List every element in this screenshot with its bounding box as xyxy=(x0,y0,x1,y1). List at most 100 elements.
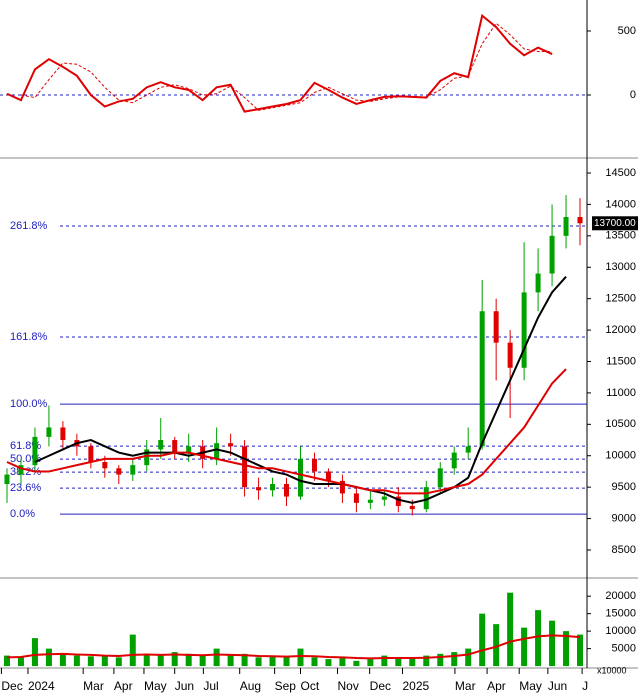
volume-bar xyxy=(409,657,416,667)
candle-body xyxy=(18,465,24,475)
indicator-line xyxy=(6,13,553,113)
y-tick-label: 500 xyxy=(618,25,636,37)
candle-body xyxy=(256,487,262,491)
volume-bar xyxy=(3,655,10,667)
candle-body xyxy=(479,311,485,447)
volume-bar xyxy=(17,657,24,667)
volume-bar xyxy=(465,648,472,667)
volume-bar xyxy=(199,655,206,667)
indicator-line xyxy=(34,276,567,504)
candle-body xyxy=(158,440,164,450)
volume-bar xyxy=(157,655,164,667)
volume-bar xyxy=(143,653,150,667)
x-tick-label: Jun xyxy=(548,679,567,693)
candle-body xyxy=(577,216,583,224)
volume-bar xyxy=(339,657,346,667)
indicator-line xyxy=(20,22,553,111)
x-tick-label: Jun xyxy=(175,679,194,693)
volume-bar xyxy=(283,657,290,667)
candle-body xyxy=(521,292,527,368)
volume-bar xyxy=(437,653,444,667)
volume-bar xyxy=(59,653,66,667)
x-tick-label: May xyxy=(519,679,542,693)
volume-bar xyxy=(269,655,276,667)
volume-bar xyxy=(31,638,38,667)
candle-body xyxy=(451,452,457,469)
candle-body xyxy=(46,427,52,437)
y-tick-label: 5000 xyxy=(612,643,636,655)
y-tick-label: 10500 xyxy=(605,418,636,430)
candle-body xyxy=(270,484,276,491)
candle-body xyxy=(507,342,513,368)
x-tick-label: Mar xyxy=(455,679,476,693)
candle-body xyxy=(228,443,234,447)
fib-label: 23.6% xyxy=(10,482,41,494)
volume-bar xyxy=(115,657,122,667)
volume-bar xyxy=(577,634,584,667)
fib-label: 161.8% xyxy=(10,331,48,343)
x-tick-label: Apr xyxy=(114,679,133,693)
volume-bar xyxy=(451,652,458,667)
x-tick-label: Jul xyxy=(203,679,218,693)
x-tick-label: May xyxy=(144,679,167,693)
y-tick-label: 10000 xyxy=(605,625,636,637)
volume-bar xyxy=(311,657,318,667)
volume-bar xyxy=(227,655,234,667)
volume-bar xyxy=(73,655,80,667)
candle-body xyxy=(311,458,317,472)
y-tick-label: 14500 xyxy=(605,167,636,179)
x-tick-label: Mar xyxy=(83,679,104,693)
y-tick-label: 9500 xyxy=(612,481,636,493)
x-tick-label: Sep xyxy=(275,679,297,693)
volume-bar xyxy=(45,648,52,667)
volume-bar xyxy=(87,656,94,667)
y-tick-label: 11500 xyxy=(606,355,636,367)
candle-body xyxy=(339,480,345,494)
indicator-line xyxy=(6,368,567,495)
volume-bar xyxy=(367,659,374,667)
candle-body xyxy=(465,446,471,453)
fib-label: 261.8% xyxy=(10,220,48,232)
indicator-line xyxy=(6,634,581,660)
candle-body xyxy=(367,499,373,503)
candle-body xyxy=(172,440,178,453)
volume-bar xyxy=(101,655,108,667)
volume-bar xyxy=(381,655,388,667)
candle-body xyxy=(297,458,303,497)
candle-body xyxy=(437,468,443,488)
price-tag-bg xyxy=(592,216,638,231)
candle-body xyxy=(116,468,122,475)
x-tick-label: Apr xyxy=(487,679,506,693)
x-tick-label: Dec xyxy=(1,679,22,693)
candle-body xyxy=(353,493,359,503)
volume-bar xyxy=(185,653,192,667)
price-tag: 13700.00 xyxy=(594,218,636,229)
x-tick-label: Nov xyxy=(338,679,359,693)
candle-body xyxy=(4,474,10,485)
candle-body xyxy=(32,436,38,466)
y-tick-label: 8500 xyxy=(612,544,636,556)
candle-body xyxy=(242,446,248,488)
volume-bar xyxy=(171,652,178,667)
y-tick-label: 13500 xyxy=(605,230,636,242)
candle-body xyxy=(395,496,401,506)
y-tick-label: 15000 xyxy=(605,608,636,620)
candle-body xyxy=(563,216,569,236)
volume-bar xyxy=(493,624,500,667)
candle-body xyxy=(381,496,387,500)
volume-bar xyxy=(353,660,360,667)
candle-body xyxy=(130,465,136,475)
candle-body xyxy=(60,427,66,441)
y-tick-label: 0 xyxy=(630,89,636,101)
x-tick-label: J xyxy=(582,679,588,693)
y-tick-label: 14000 xyxy=(605,198,636,210)
candle-body xyxy=(214,443,220,459)
x-tick-label: Oct xyxy=(300,679,319,693)
y-tick-label: 9000 xyxy=(612,512,636,524)
candle-body xyxy=(325,471,331,481)
volume-bar xyxy=(255,657,262,667)
candle-body xyxy=(144,449,150,466)
volume-bar xyxy=(479,613,486,667)
